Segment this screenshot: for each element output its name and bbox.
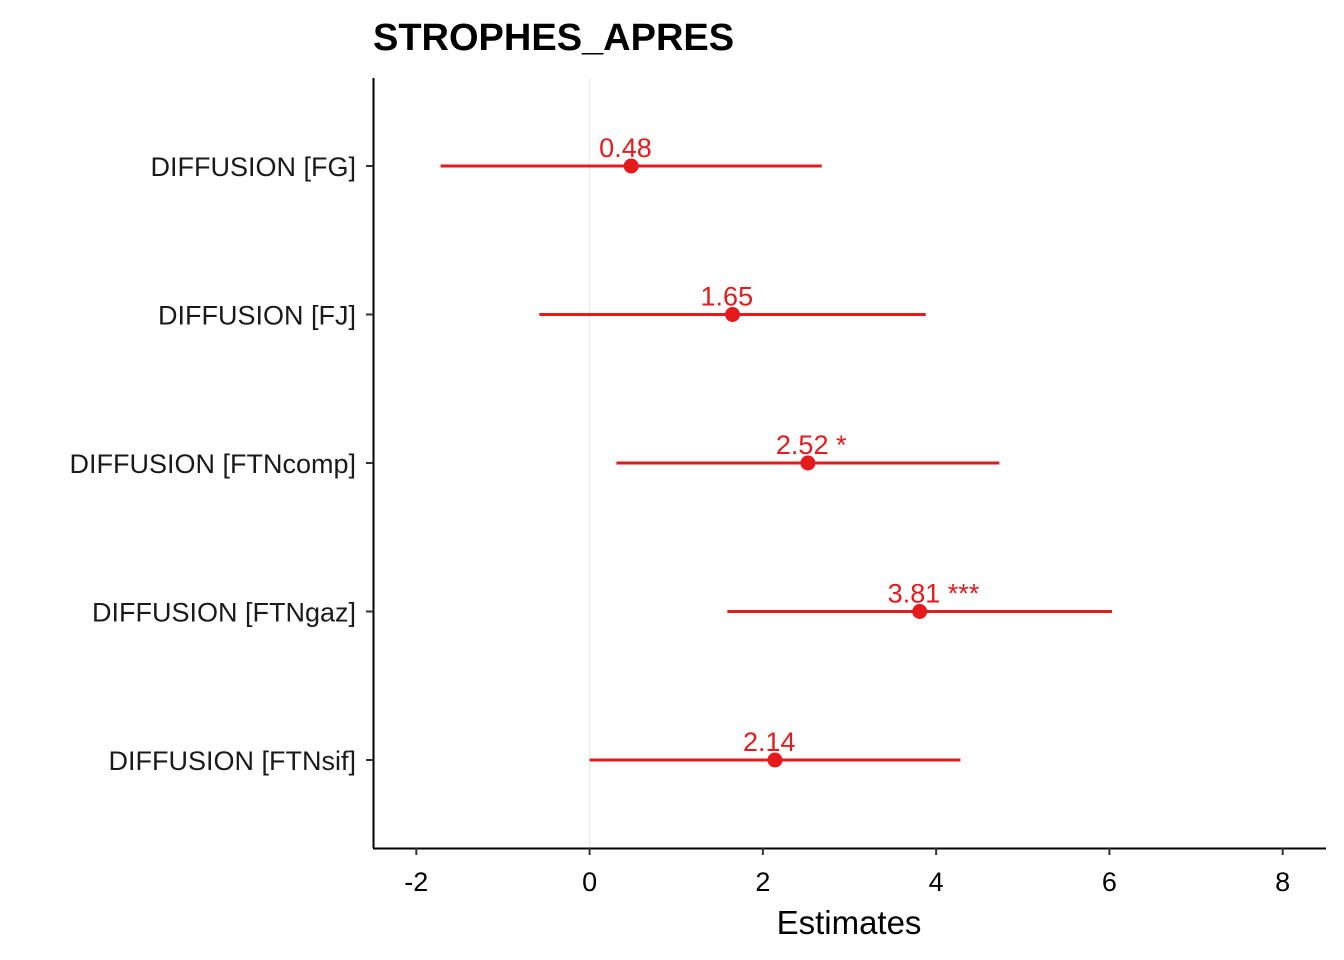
y-tick-label: DIFFUSION [FTNgaz]: [92, 598, 356, 628]
estimate-label: 1.65: [701, 282, 754, 312]
estimate-point: [623, 158, 639, 174]
x-tick-label: 2: [755, 867, 770, 897]
estimate-point: [725, 307, 741, 322]
x-tick-label: 6: [1102, 867, 1117, 897]
x-tick-label: -2: [404, 867, 428, 897]
y-tick-label: DIFFUSION [FJ]: [158, 301, 356, 331]
y-tick-label: DIFFUSION [FTNsif]: [109, 746, 356, 776]
estimate-marks: 0.48 1.65 2.52 * 3.81 *** 2.14: [440, 133, 1113, 768]
estimate-point: [800, 455, 816, 471]
x-axis-label: Estimates: [777, 904, 922, 941]
x-axis-ticks: -2 0 2 4 6 8: [404, 848, 1290, 897]
estimate-label: 0.48: [599, 133, 652, 163]
x-tick-label: 0: [582, 867, 597, 897]
y-tick-label: DIFFUSION [FTNcomp]: [69, 449, 356, 479]
y-axis-ticks: DIFFUSION [FG] DIFFUSION [FJ] DIFFUSION [F…: [69, 152, 373, 776]
estimate-point: [767, 752, 783, 768]
estimate-label: 3.81 ***: [888, 579, 980, 609]
x-tick-label: 4: [929, 867, 944, 897]
chart-title: STROPHES_APRES: [373, 17, 734, 59]
estimate-point: [912, 604, 928, 619]
y-tick-label: DIFFUSION [FG]: [151, 152, 357, 182]
estimate-label: 2.14: [743, 727, 796, 757]
estimate-label: 2.52 *: [776, 430, 847, 460]
x-tick-label: 8: [1275, 867, 1290, 897]
